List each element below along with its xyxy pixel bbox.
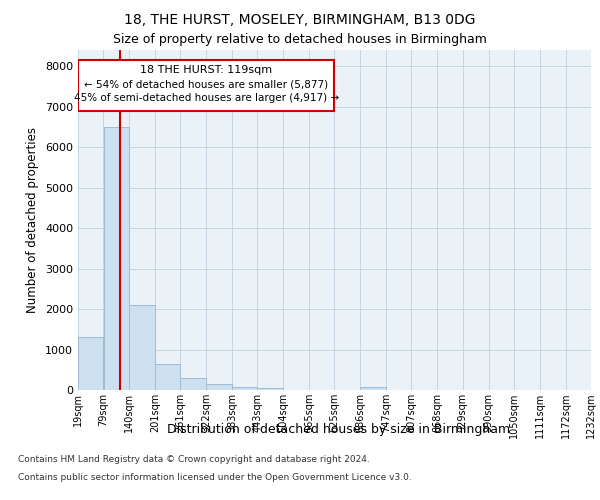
Bar — [155, 364, 180, 390]
Bar — [206, 384, 232, 390]
Y-axis label: Number of detached properties: Number of detached properties — [26, 127, 40, 313]
Text: Contains HM Land Registry data © Crown copyright and database right 2024.: Contains HM Land Registry data © Crown c… — [18, 455, 370, 464]
Text: Size of property relative to detached houses in Birmingham: Size of property relative to detached ho… — [113, 32, 487, 46]
Text: 18 THE HURST: 119sqm: 18 THE HURST: 119sqm — [140, 65, 272, 75]
FancyBboxPatch shape — [78, 60, 334, 110]
Bar — [232, 387, 257, 390]
Text: Contains public sector information licensed under the Open Government Licence v3: Contains public sector information licen… — [18, 472, 412, 482]
Text: 45% of semi-detached houses are larger (4,917) →: 45% of semi-detached houses are larger (… — [74, 93, 339, 103]
Bar — [360, 387, 386, 390]
Bar — [104, 127, 129, 390]
Bar — [257, 388, 283, 390]
Bar — [78, 338, 103, 390]
Text: ← 54% of detached houses are smaller (5,877): ← 54% of detached houses are smaller (5,… — [84, 80, 328, 90]
Text: Distribution of detached houses by size in Birmingham: Distribution of detached houses by size … — [167, 422, 511, 436]
Text: 18, THE HURST, MOSELEY, BIRMINGHAM, B13 0DG: 18, THE HURST, MOSELEY, BIRMINGHAM, B13 … — [124, 12, 476, 26]
Bar — [130, 305, 155, 390]
Bar — [181, 378, 206, 390]
